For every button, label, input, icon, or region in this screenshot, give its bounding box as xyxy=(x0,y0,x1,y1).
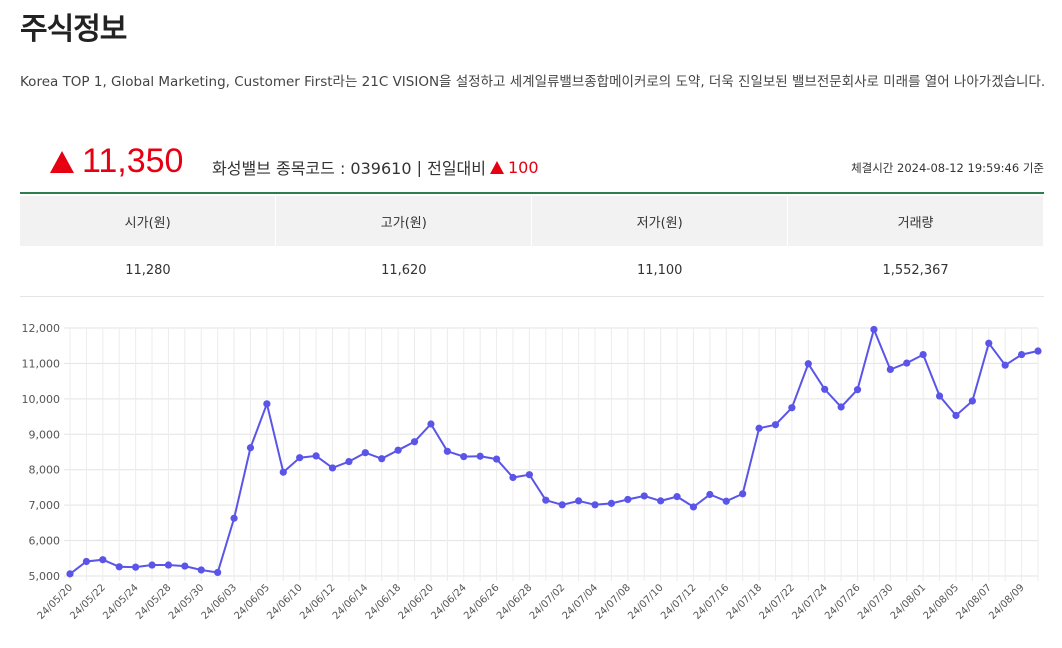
data-point xyxy=(378,455,386,463)
data-point xyxy=(492,455,501,463)
data-point xyxy=(476,452,484,460)
data-point xyxy=(542,496,550,504)
data-point xyxy=(1034,347,1042,355)
data-point xyxy=(443,447,451,455)
data-point xyxy=(148,561,156,569)
data-point xyxy=(952,411,960,420)
header-low: 저가(원) xyxy=(531,196,789,246)
intro-text: Korea TOP 1, Global Marketing, Customer … xyxy=(20,74,1046,90)
data-point xyxy=(739,490,747,498)
change-up-icon xyxy=(489,160,504,174)
data-point xyxy=(935,392,944,400)
data-point xyxy=(427,420,435,428)
data-point xyxy=(575,497,583,505)
price-line-chart: 5,000 6,000 7,000 8,000 9,000 10,000 11,000 12,… xyxy=(22,322,1042,622)
y-tick-label: 5,000 xyxy=(29,570,61,583)
y-tick-label: 10,000 xyxy=(22,393,61,406)
y-tick-label: 8,000 xyxy=(29,464,61,477)
data-point xyxy=(410,438,419,446)
header-high: 고가(원) xyxy=(275,196,533,246)
data-point xyxy=(279,468,287,476)
data-point xyxy=(689,503,698,511)
data-point xyxy=(853,386,862,394)
data-point xyxy=(755,424,763,432)
quote-info: 화성밸브 종목코드 : 039610 | 전일대비 100 xyxy=(212,155,539,179)
data-point xyxy=(345,457,353,466)
data-point xyxy=(394,446,402,454)
price-value: 11,350 xyxy=(82,142,184,180)
price-line xyxy=(69,326,1039,575)
data-point xyxy=(673,493,681,501)
value-open: 11,280 xyxy=(20,246,276,297)
data-point xyxy=(870,325,878,334)
data-point xyxy=(821,385,829,393)
change-label: 전일대비 xyxy=(427,159,486,178)
y-tick-label: 9,000 xyxy=(29,428,61,441)
data-point xyxy=(837,403,845,411)
separator: | xyxy=(416,157,422,177)
y-tick-label: 11,000 xyxy=(22,357,61,370)
price-stats-table: 시가(원) 고가(원) 저가(원) 거래량 11,280 11,620 11,1… xyxy=(20,196,1044,297)
trade-timestamp: 체결시간 2024-08-12 19:59:46 기준 xyxy=(851,161,1044,175)
value-low: 11,100 xyxy=(531,246,788,297)
data-point xyxy=(460,453,468,461)
data-point xyxy=(246,444,255,452)
header-open: 시가(원) xyxy=(20,196,277,246)
data-point xyxy=(788,404,796,412)
data-point xyxy=(903,359,911,367)
up-arrow-icon xyxy=(50,150,74,173)
header-volume: 거래량 xyxy=(787,196,1044,246)
data-point xyxy=(197,566,205,574)
data-point xyxy=(607,499,616,507)
data-point xyxy=(1001,361,1009,369)
y-tick-label: 12,000 xyxy=(22,322,61,335)
data-point xyxy=(115,563,123,571)
quote-row: 11,350 화성밸브 종목코드 : 039610 | 전일대비 100 체결시… xyxy=(20,142,1044,194)
data-point xyxy=(214,568,222,577)
stock-code: 종목코드 : 039610 xyxy=(275,159,412,178)
data-point xyxy=(624,495,632,504)
y-tick-label: 6,000 xyxy=(29,535,61,548)
data-point xyxy=(263,400,271,408)
company-name: 화성밸브 xyxy=(212,159,271,178)
value-high: 11,620 xyxy=(275,246,532,297)
data-point xyxy=(509,473,517,482)
data-point xyxy=(230,514,238,522)
data-point xyxy=(132,563,140,571)
data-point xyxy=(640,492,648,500)
data-point xyxy=(657,497,665,505)
change-value: 100 xyxy=(507,157,539,177)
stats-value-row: 11,280 11,620 11,100 1,552,367 xyxy=(20,246,1044,297)
price-chart: 5,000 6,000 7,000 8,000 9,000 10,000 11,000 12,… xyxy=(0,310,1062,648)
current-price: 11,350 xyxy=(50,142,183,181)
data-point xyxy=(591,501,599,509)
data-point xyxy=(985,339,993,347)
data-point xyxy=(804,360,812,368)
y-tick-label: 7,000 xyxy=(29,499,61,512)
data-point xyxy=(328,464,337,472)
data-point xyxy=(66,570,74,578)
data-point xyxy=(82,557,91,566)
data-point xyxy=(886,365,894,374)
data-point xyxy=(361,449,369,457)
data-point xyxy=(968,397,976,405)
data-point xyxy=(706,490,714,499)
data-point xyxy=(1017,350,1026,359)
page-title: 주식정보 xyxy=(20,12,127,47)
data-point xyxy=(558,501,566,509)
data-point xyxy=(164,561,173,569)
data-point xyxy=(99,556,107,564)
data-point xyxy=(181,562,189,570)
data-point xyxy=(525,471,533,479)
data-point xyxy=(919,350,927,359)
data-point xyxy=(771,421,780,429)
x-tick-label: 24/08/09 xyxy=(987,582,1027,622)
data-point xyxy=(296,454,304,462)
stats-header-row: 시가(원) 고가(원) 저가(원) 거래량 xyxy=(20,196,1044,246)
value-volume: 1,552,367 xyxy=(787,246,1044,297)
data-point xyxy=(312,452,320,460)
data-point xyxy=(722,497,730,505)
